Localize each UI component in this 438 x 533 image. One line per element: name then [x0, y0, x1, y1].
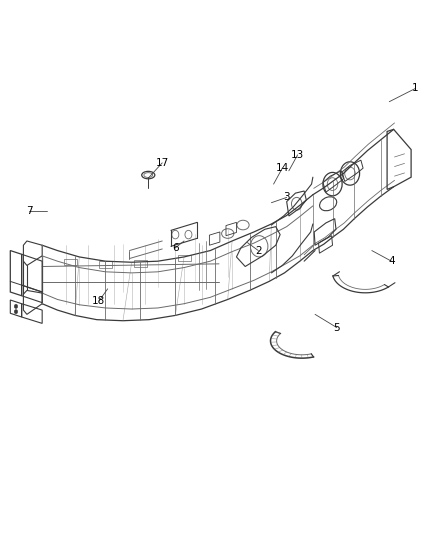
- Text: 13: 13: [291, 150, 304, 160]
- Circle shape: [14, 310, 18, 314]
- Text: 4: 4: [388, 256, 395, 266]
- Circle shape: [14, 304, 18, 309]
- Bar: [64, 259, 77, 265]
- Text: 17: 17: [155, 158, 169, 168]
- Bar: [177, 255, 191, 261]
- Text: 5: 5: [334, 322, 340, 333]
- Text: 3: 3: [283, 192, 290, 203]
- Text: 1: 1: [412, 83, 419, 93]
- Text: 18: 18: [92, 296, 106, 306]
- Text: 7: 7: [26, 206, 32, 216]
- Bar: [99, 261, 112, 268]
- Bar: [134, 260, 147, 266]
- Text: 14: 14: [276, 163, 289, 173]
- Text: 2: 2: [255, 246, 261, 255]
- Text: 6: 6: [172, 243, 179, 253]
